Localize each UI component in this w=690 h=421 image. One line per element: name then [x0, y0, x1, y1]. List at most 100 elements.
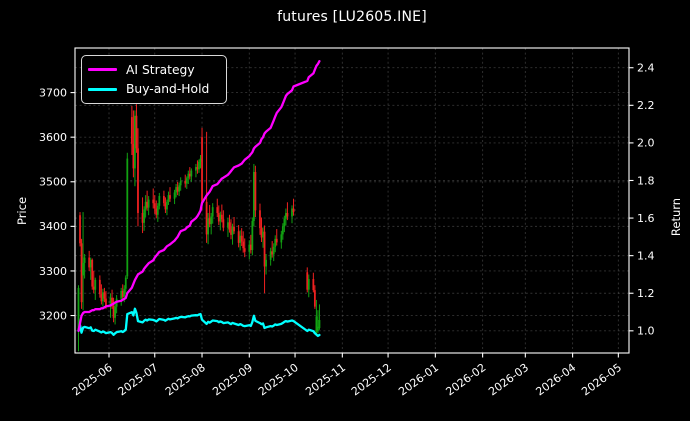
candle-up — [94, 279, 97, 290]
candle-down — [312, 278, 315, 291]
candle-down — [271, 251, 274, 255]
candle-up — [173, 192, 176, 199]
chart-title: futures [LU2605.INE] — [277, 9, 427, 25]
candle-up — [89, 259, 92, 268]
candle-down — [88, 257, 91, 268]
candle-down — [111, 297, 113, 306]
candle-up — [262, 231, 264, 238]
candle-up — [190, 170, 193, 177]
candle-up — [77, 287, 80, 329]
x-tick-label: 2026-03 — [486, 361, 531, 399]
candle-down — [260, 228, 263, 238]
candle-down — [152, 199, 155, 204]
x-tick-label: 2025-11 — [303, 361, 348, 399]
candle-up — [231, 226, 234, 235]
candle-down — [240, 235, 243, 242]
x-tick-label: 2025-10 — [256, 361, 301, 399]
candle-up — [272, 246, 275, 255]
candle-down — [243, 248, 246, 252]
candle-up — [126, 158, 129, 277]
candle-down — [188, 173, 191, 177]
candle-down — [196, 167, 199, 170]
legend-label: AI Strategy — [126, 62, 195, 77]
candle-up — [187, 173, 190, 179]
candle-up — [227, 222, 229, 228]
candle-down — [103, 292, 106, 299]
candle-up — [280, 234, 283, 243]
y-tick-label-left: 3500 — [39, 176, 67, 189]
candle-down — [259, 210, 261, 229]
candle-down — [275, 238, 278, 243]
candle-down — [222, 219, 225, 228]
y-tick-label-left: 3300 — [39, 265, 67, 278]
candle-down — [306, 272, 309, 290]
candle-up — [167, 195, 170, 202]
candle-up — [307, 278, 310, 290]
candle-down — [155, 208, 158, 215]
candle-up — [147, 199, 150, 208]
candle-up — [211, 207, 214, 217]
candle-up — [285, 212, 287, 219]
candle-up — [315, 316, 318, 333]
y-tick-label-right: 1.8 — [637, 174, 655, 187]
candle-up — [265, 259, 267, 267]
x-tick-label: 2026-05 — [579, 361, 624, 399]
candle-up — [269, 251, 272, 260]
candle-down — [163, 196, 165, 204]
candle-down — [169, 195, 171, 199]
y-tick-label-right: 1.2 — [637, 287, 655, 300]
candle-down — [286, 212, 289, 217]
candle-down — [146, 201, 149, 208]
candle-down — [184, 180, 187, 184]
candle-down — [121, 291, 124, 297]
candle-up — [109, 297, 112, 306]
candle-down — [217, 212, 220, 222]
x-tick-label: 2025-08 — [163, 361, 208, 399]
y-tick-label-right: 1.0 — [637, 325, 655, 338]
candle-down — [313, 290, 316, 307]
candle-down — [263, 231, 266, 267]
candle-up — [239, 235, 242, 243]
return-axis-label: Return — [669, 197, 683, 237]
candle-up — [114, 306, 116, 318]
candle-up — [283, 218, 286, 227]
x-tick-label: 2026-04 — [534, 361, 579, 399]
candle-down — [249, 244, 252, 250]
ai-strategy-line-swatch — [88, 68, 117, 72]
y-tick-label-right: 2.2 — [637, 99, 655, 112]
candle-up — [210, 216, 213, 225]
candle-up — [124, 277, 127, 289]
buy-and-hold-line — [77, 307, 321, 338]
candle-up — [317, 326, 319, 332]
candle-down — [208, 218, 211, 225]
candle-up — [281, 226, 284, 235]
legend: AI Strategy Buy-and-Hold — [81, 55, 227, 104]
candle-up — [274, 238, 277, 247]
candle-down — [92, 286, 95, 290]
y-tick-label-right: 1.4 — [637, 249, 655, 262]
candle-down — [80, 243, 83, 303]
candle-up — [219, 214, 222, 222]
y-tick-label-right: 2.4 — [637, 62, 655, 75]
candle-down — [105, 298, 107, 306]
candle-down — [176, 187, 179, 192]
candle-down — [230, 229, 232, 235]
candle-down — [91, 259, 94, 287]
candle-down — [153, 203, 156, 209]
candle-down — [216, 207, 219, 213]
candle-down — [79, 215, 81, 244]
candle-up — [143, 209, 145, 223]
x-tick-label: 2026-02 — [444, 361, 489, 399]
y-tick-label-right: 1.6 — [637, 212, 655, 225]
candle-up — [251, 221, 254, 250]
candle-up — [175, 187, 177, 193]
candle-up — [291, 208, 293, 217]
candle-up — [134, 115, 136, 169]
candle-down — [130, 117, 133, 144]
candle-down — [242, 241, 245, 249]
y-tick-label-right: 2.0 — [637, 137, 655, 150]
legend-item-buy-and-hold: Buy-and-Hold — [88, 82, 220, 96]
buy-and-hold-line-swatch — [88, 87, 117, 91]
